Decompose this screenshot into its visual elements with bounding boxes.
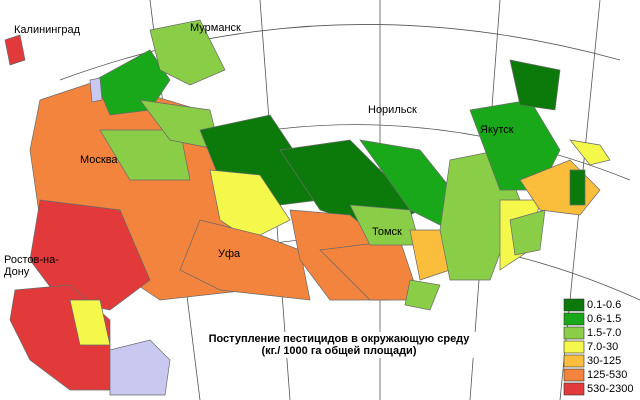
region [509,59,561,111]
legend-swatch [563,298,585,312]
city-label: Норильск [368,104,417,116]
region [149,19,226,86]
legend-swatch [563,368,585,382]
regions [4,19,611,396]
legend-swatch [563,326,585,340]
legend-swatch [563,340,585,354]
city-label: Уфа [218,248,241,260]
region [404,279,441,311]
legend-label: 0.6-1.5 [587,313,621,325]
region [94,49,171,116]
legend-label: 530-2300 [587,383,634,395]
city-label: Ростов-на- [4,254,59,266]
region [69,299,111,346]
region [99,129,191,181]
region [4,34,26,66]
title-box [196,332,482,358]
legend-label: 30-125 [587,355,621,367]
subtitle: (кг./ 1000 га общей площади) [262,345,417,357]
city-label: Москва [80,154,118,166]
region [569,139,611,166]
legend: 0.1-0.6 0.6-1.5 1.5-7.0 7.0-30 30-125 125-530… [563,298,634,396]
city-label: Мурманск [190,22,241,34]
city-label: Калининград [14,24,81,36]
region [209,169,291,241]
region [179,219,311,301]
region [509,209,546,256]
city-label: Дону [4,266,30,278]
city-label: Томск [372,226,402,238]
region [29,199,151,311]
legend-label: 7.0-30 [587,341,618,353]
legend-label: 125-530 [587,369,627,381]
legend-label: 1.5-7.0 [587,327,621,339]
legend-swatch [563,312,585,326]
legend-swatch [563,382,585,396]
title: Поступление пестицидов в окружающую сред… [209,333,471,345]
legend-swatch [563,354,585,368]
city-labels: Калининград Мурманск Норильск Якутск Мос… [4,22,514,278]
city-label: Якутск [480,124,514,136]
legend-label: 0.1-0.6 [587,299,621,311]
region [569,169,586,206]
